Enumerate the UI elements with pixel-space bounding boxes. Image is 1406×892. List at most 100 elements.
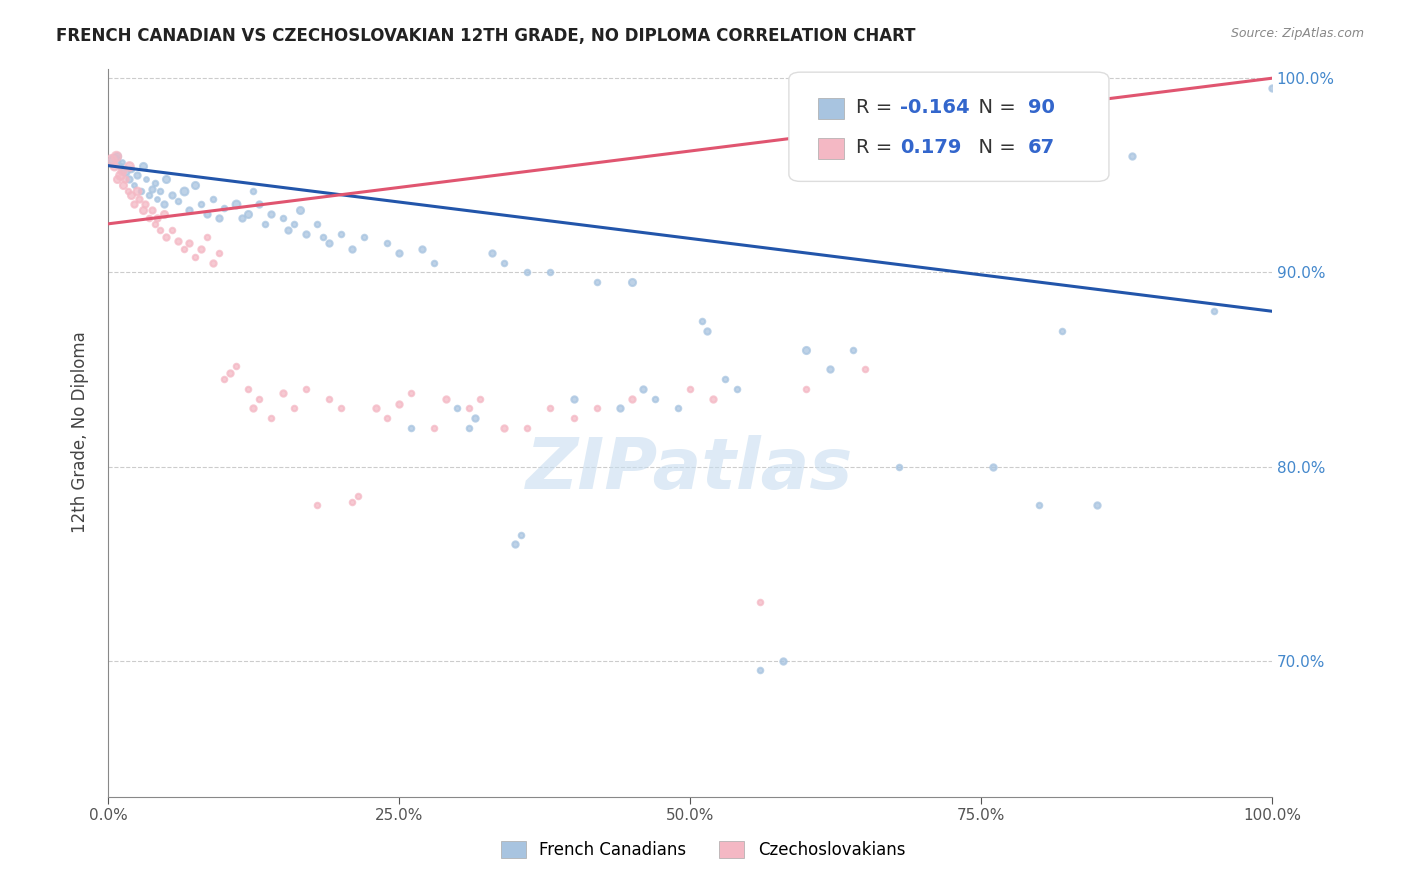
Point bbox=[347, 489, 370, 503]
Text: R =: R = bbox=[856, 98, 898, 117]
Point bbox=[842, 343, 865, 357]
FancyBboxPatch shape bbox=[789, 72, 1109, 181]
Point bbox=[446, 401, 468, 416]
Point bbox=[153, 197, 176, 211]
Point bbox=[620, 275, 643, 289]
Point bbox=[135, 172, 157, 186]
Point bbox=[505, 537, 527, 551]
Point bbox=[236, 207, 259, 221]
Point bbox=[283, 401, 305, 416]
Point bbox=[143, 176, 166, 190]
Text: Source: ZipAtlas.com: Source: ZipAtlas.com bbox=[1230, 27, 1364, 40]
Point bbox=[423, 256, 446, 270]
Point bbox=[470, 392, 492, 406]
Point bbox=[141, 203, 163, 218]
Point bbox=[772, 654, 794, 668]
Point bbox=[329, 227, 352, 241]
Point bbox=[818, 362, 841, 376]
Text: ZIPatlas: ZIPatlas bbox=[526, 434, 853, 503]
Point bbox=[105, 149, 128, 163]
Point bbox=[620, 392, 643, 406]
Point bbox=[464, 411, 486, 425]
Point bbox=[492, 256, 515, 270]
Point bbox=[342, 494, 364, 508]
Point bbox=[247, 197, 270, 211]
Point bbox=[794, 382, 817, 396]
Point bbox=[173, 242, 195, 256]
Point bbox=[748, 664, 770, 678]
Point bbox=[457, 401, 479, 416]
Point bbox=[254, 217, 277, 231]
Point bbox=[911, 159, 934, 173]
Point bbox=[690, 314, 713, 328]
Point bbox=[114, 172, 136, 186]
Point bbox=[981, 459, 1004, 474]
Point bbox=[288, 203, 311, 218]
Point bbox=[510, 527, 533, 541]
Point bbox=[118, 159, 141, 173]
Point bbox=[138, 211, 160, 225]
Point bbox=[134, 197, 156, 211]
Point bbox=[160, 222, 183, 236]
Point bbox=[166, 194, 188, 208]
Point bbox=[111, 154, 134, 169]
Point bbox=[201, 192, 224, 206]
Text: R =: R = bbox=[856, 138, 904, 157]
Point bbox=[679, 382, 702, 396]
Point bbox=[207, 211, 229, 225]
FancyBboxPatch shape bbox=[818, 138, 844, 159]
Point bbox=[149, 222, 172, 236]
Point bbox=[702, 392, 724, 406]
Point bbox=[143, 217, 166, 231]
Point bbox=[155, 172, 177, 186]
Point bbox=[295, 227, 318, 241]
Point bbox=[388, 397, 411, 411]
Point bbox=[160, 187, 183, 202]
Point bbox=[207, 246, 229, 260]
Point bbox=[375, 236, 398, 251]
Point bbox=[108, 159, 131, 173]
Point bbox=[195, 230, 218, 244]
Point bbox=[1261, 81, 1284, 95]
Point bbox=[117, 184, 139, 198]
Point bbox=[609, 401, 631, 416]
Point bbox=[375, 411, 398, 425]
Point bbox=[307, 217, 329, 231]
Point bbox=[184, 178, 207, 192]
Point bbox=[127, 184, 149, 198]
Point bbox=[260, 411, 283, 425]
Point bbox=[146, 192, 169, 206]
Point bbox=[516, 265, 538, 279]
Legend: French Canadians, Czechoslovakians: French Canadians, Czechoslovakians bbox=[494, 834, 912, 866]
Text: 67: 67 bbox=[1028, 138, 1054, 157]
Point bbox=[516, 421, 538, 435]
Point bbox=[312, 230, 335, 244]
Point bbox=[696, 324, 718, 338]
Point bbox=[725, 382, 748, 396]
Point bbox=[120, 162, 142, 177]
Point bbox=[399, 385, 422, 400]
Point bbox=[1202, 304, 1225, 318]
Point bbox=[1121, 149, 1143, 163]
Point bbox=[271, 385, 294, 400]
Point bbox=[173, 184, 195, 198]
Point bbox=[714, 372, 737, 386]
Point bbox=[1085, 499, 1108, 513]
Text: N =: N = bbox=[966, 138, 1022, 157]
Point bbox=[146, 211, 169, 225]
Point bbox=[399, 421, 422, 435]
Point bbox=[103, 153, 125, 167]
Point bbox=[100, 153, 122, 167]
Text: N =: N = bbox=[966, 98, 1022, 117]
Point bbox=[155, 230, 177, 244]
Point bbox=[190, 197, 212, 211]
Point bbox=[201, 256, 224, 270]
Point bbox=[195, 207, 218, 221]
Point bbox=[122, 178, 145, 192]
Point bbox=[108, 169, 131, 183]
Point bbox=[260, 207, 283, 221]
Y-axis label: 12th Grade, No Diploma: 12th Grade, No Diploma bbox=[72, 332, 89, 533]
Point bbox=[423, 421, 446, 435]
Point bbox=[225, 359, 247, 373]
Point bbox=[105, 172, 128, 186]
